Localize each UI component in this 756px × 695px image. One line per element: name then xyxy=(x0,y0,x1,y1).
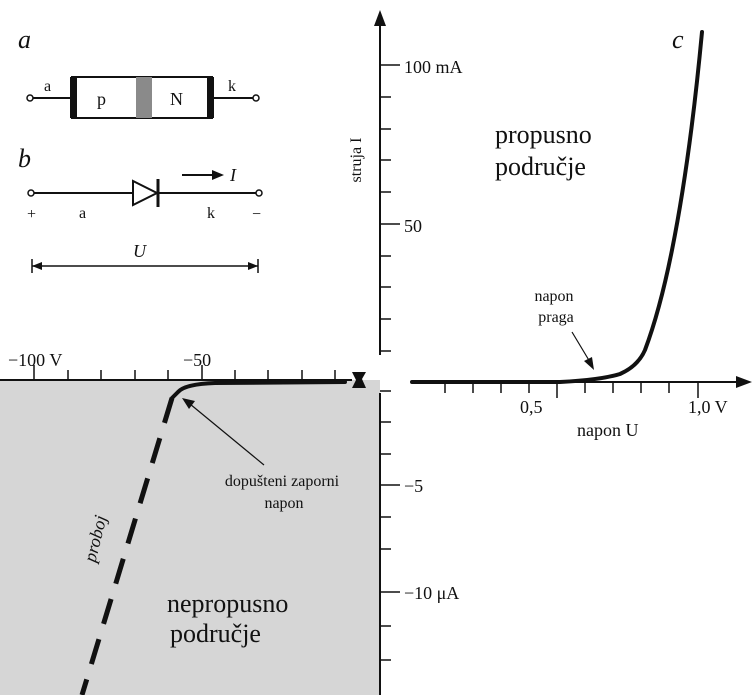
pn-junction-block xyxy=(26,76,260,119)
forward-curve xyxy=(410,30,704,384)
anode-label: a xyxy=(79,205,86,222)
y-axis-forward xyxy=(374,10,400,355)
y-axis-reverse xyxy=(379,390,400,695)
y-axis-label: struja I xyxy=(348,138,365,183)
current-label: I xyxy=(229,165,237,185)
reverse-voltage-arrow-icon xyxy=(182,398,265,466)
reverse-voltage-label: dopušteni zaporni napon xyxy=(225,473,343,512)
threshold-label: napon praga xyxy=(534,288,577,326)
x-tick-minus-50: −50 xyxy=(183,350,211,370)
y-tick-minus-5: −5 xyxy=(404,476,423,496)
x-axis-reverse xyxy=(0,365,352,381)
p-region-label: p xyxy=(97,89,106,109)
y-tick-minus-10ua: −10 μA xyxy=(404,583,459,603)
axis-break-marker xyxy=(352,372,366,388)
n-region-label: N xyxy=(170,89,183,109)
forward-region-label: propusno područje xyxy=(495,120,598,181)
pn-left-terminal-label: a xyxy=(44,78,51,95)
cathode-label: k xyxy=(207,205,215,222)
current-arrow-icon xyxy=(182,170,224,180)
x-tick-minus-100v: −100 V xyxy=(8,350,62,370)
x-tick-1-0v: 1,0 V xyxy=(688,397,728,417)
x-tick-0-5: 0,5 xyxy=(520,397,543,417)
voltage-span-arrow xyxy=(31,259,259,273)
reverse-region-background xyxy=(0,380,380,695)
voltage-label: U xyxy=(133,241,147,261)
panel-label-b: b xyxy=(18,144,31,173)
breakdown-curve xyxy=(79,397,175,695)
y-tick-50: 50 xyxy=(404,216,422,236)
diode-symbol xyxy=(27,179,263,207)
y-tick-100ma: 100 mA xyxy=(404,57,463,77)
reverse-region-label: nepropusno područje xyxy=(167,589,295,648)
pn-right-terminal-label: k xyxy=(228,78,236,95)
panel-label-c: c xyxy=(672,25,684,54)
plus-sign: + xyxy=(27,206,36,223)
reverse-curve xyxy=(170,380,347,400)
panel-label-a: a xyxy=(18,25,31,54)
x-axis-label: napon U xyxy=(577,420,639,440)
minus-sign: − xyxy=(252,206,261,223)
threshold-arrow-icon xyxy=(571,331,594,370)
